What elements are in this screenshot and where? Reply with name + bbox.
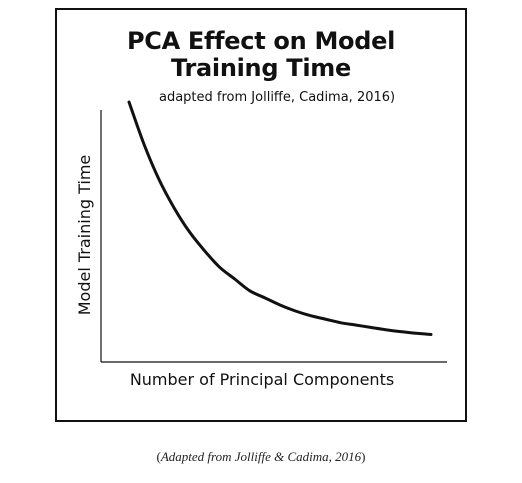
chart-title-line-2: Training Time	[171, 54, 351, 82]
series-group	[127, 100, 433, 336]
chart-frame: PCA Effect on Model Training Time adapte…	[55, 8, 467, 422]
caption-close-paren: )	[361, 449, 366, 464]
chart-title-line-1: PCA Effect on Model	[126, 27, 396, 55]
series-line-0	[127, 100, 433, 336]
x-axis-label: Number of Principal Components	[129, 370, 395, 389]
caption-open-paren: (	[156, 449, 161, 464]
caption-text: Adapted from Jolliffe & Cadima, 2016	[160, 449, 362, 464]
chart-subtitle: adapted from Jolliffe, Cadima, 2016)	[159, 90, 396, 105]
figure-caption: (Adapted from Jolliffe & Cadima, 2016)	[0, 449, 522, 465]
plot-area	[100, 100, 447, 363]
